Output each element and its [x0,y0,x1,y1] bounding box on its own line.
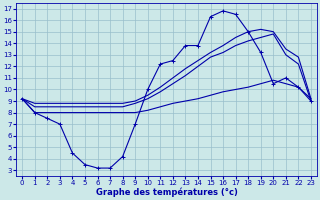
X-axis label: Graphe des températures (°c): Graphe des températures (°c) [96,188,237,197]
